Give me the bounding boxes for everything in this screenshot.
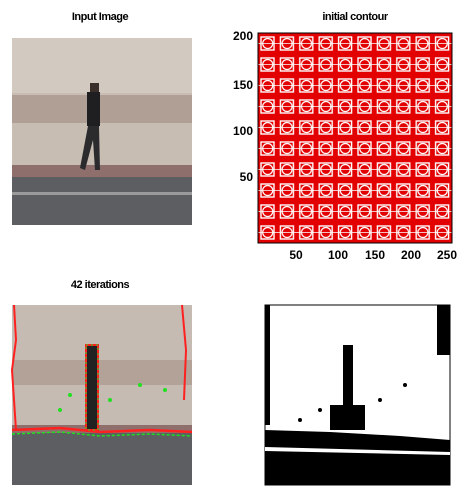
y-tick-label: 150 (233, 78, 253, 92)
segmented-overlay (12, 305, 192, 485)
y-tick-label: 50 (240, 170, 254, 184)
panel-title: 42 iterations (71, 279, 130, 291)
x-tick-label: 250 (437, 248, 457, 262)
input-image (12, 38, 192, 225)
y-tick-label: 200 (233, 29, 253, 43)
binary-mask (265, 305, 450, 485)
x-tick-label: 100 (328, 248, 348, 262)
x-tick-label: 50 (289, 248, 303, 262)
contour-plot (258, 33, 452, 243)
figure: Input Image initial contour 200 150 100 … (0, 0, 466, 487)
panel-title: Input Image (72, 11, 129, 23)
y-tick-label: 100 (233, 124, 253, 138)
x-tick-label: 150 (365, 248, 385, 262)
x-tick-label: 200 (401, 248, 421, 262)
panel-title: initial contour (322, 11, 388, 23)
figure-window: Input Image initial contour 200 150 100 … (0, 0, 466, 487)
